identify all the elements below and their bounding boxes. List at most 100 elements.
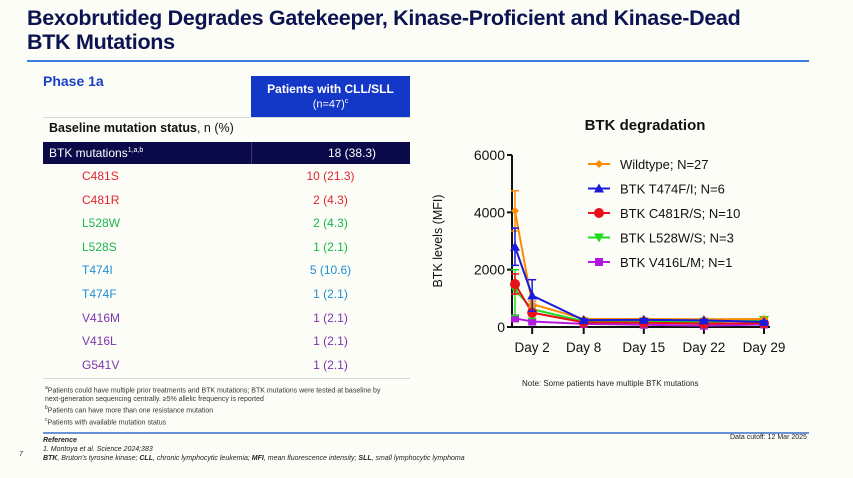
slide-title: Bexobrutideg Degrades Gatekeeper, Kinase… [27,6,827,54]
y-tick-label: 0 [497,319,505,335]
mutation-value: 10 (21.3) [306,169,355,183]
summary-label: BTK mutations1,a,b [49,146,143,160]
abbr-definition: , Bruton’s tyrosine kinase; [57,455,140,462]
abbr-term: BTK [43,455,58,462]
footnote-c: cPatients with available mutation status [45,416,425,428]
mutation-value: 1 (2.1) [313,287,348,301]
mutation-value: 2 (4.3) [313,192,348,207]
mutation-label: G541V [82,357,120,372]
footnote-a: aPatients could have multiple prior trea… [45,384,425,396]
reference-item: 1. Montoya et al. Science 2024;383 [43,446,153,453]
btk-degradation-chart: BTK degradation BTK levels (MFI) 0 2000 4000… [420,100,850,400]
mutation-label: L528S [82,239,117,254]
data-point [638,314,649,324]
mutation-value: 1 (2.1) [313,334,348,349]
mutation-label: T474F [82,287,117,301]
series-line [514,246,765,323]
legend-label: BTK L528W/S; N=3 [620,231,734,246]
abbr-definition: , mean fluorescence intensity; [263,455,359,462]
mutation-value: 5 (10.6) [309,263,352,278]
table-row: C481S 10 (21.3) [43,165,410,188]
reference-heading: Reference [43,436,465,445]
data-point [511,314,519,323]
abbr-term: SLL [358,455,372,462]
chart-title: BTK degradation [585,117,706,134]
abbr-term: CLL [139,455,153,462]
x-tick-label: Day 2 [515,340,550,355]
footnote-a-line2: next-generation sequencing centrally. ≥5… [45,395,264,403]
data-point [510,241,520,251]
x-tick-label: Day 29 [743,340,786,355]
header-n: (n=47) [312,98,345,111]
table-row: L528W 2 (4.3) [43,212,410,235]
footnote-a-sup: a [45,385,48,391]
table-divider [43,117,410,118]
abbr-definition: , chronic lymphocytic leukemia; [152,455,252,462]
table-row: V416M 1 (2.1) [43,307,410,330]
chart-note: Note: Some patients have multiple BTK mu… [522,379,699,388]
y-tick-label: 2000 [474,262,505,278]
legend-marker [594,208,604,218]
x-tick-label: Day 8 [566,340,601,355]
reference-block: Reference 1. Montoya et al. Science 2024… [43,436,465,463]
baseline-label: Baseline mutation status, n (%) [49,121,234,135]
legend-marker [595,258,603,266]
slide-title-line2: BTK Mutations [27,30,175,54]
data-point [578,315,589,325]
data-point [510,279,520,289]
table-row: L528S 1 (2.1) [43,236,410,259]
series-line [514,283,765,325]
footnotes: aPatients could have multiple prior trea… [45,384,425,428]
legend-marker [594,233,604,243]
x-tick-label: Day 22 [683,340,726,355]
y-tick-label: 6000 [474,147,505,163]
abbr-term: MFI [251,455,264,462]
data-point [759,316,769,326]
footnote-b-sup: b [45,405,48,412]
table-header-cell: Patients with CLL/SLL (n=47)c [251,76,410,117]
table-row: T474I 5 (10.6) [43,259,410,282]
header-line2: (n=47)c [251,98,410,111]
data-point [511,206,519,215]
header-line1: Patients with CLL/SLL [267,82,394,96]
table-row: G541V 1 (2.1) [43,354,410,377]
reference-heading-text: Reference [43,437,77,444]
summary-row: BTK mutations1,a,b 18 (38.3) [43,142,410,164]
legend-label: BTK C481R/S; N=10 [620,206,740,221]
summary-value: 18 (38.3) [327,146,377,160]
title-divider [27,60,809,62]
data-cutoff: Data cutoff: 12 Mar 2025 [730,434,807,441]
mutation-label: C481S [82,169,119,183]
legend-label: Wildtype; N=27 [620,157,709,172]
footnote-b: bPatients can have more than one resista… [45,404,425,416]
mutation-value: 1 (2.1) [313,310,348,325]
footnote-b-text: Patients can have more than one resistan… [47,407,214,415]
baseline-label-rest: , n (%) [196,121,234,135]
mutation-value: 2 (4.3) [313,216,348,231]
legend-marker [594,183,604,193]
abbreviations: BTK, Bruton’s tyrosine kinase; CLL, chro… [43,454,465,463]
header-sup: c [344,98,349,105]
phase-label: Phase 1a [43,73,104,89]
baseline-label-bold: Baseline mutation status [49,121,197,135]
mutation-label: V416M [82,310,121,325]
y-axis-label: BTK levels (MFI) [431,194,445,287]
legend-marker [595,160,603,168]
summary-label-text: BTK mutations [49,146,128,160]
footnote-c-text: Patients with available mutation status [47,419,167,427]
legend-label: BTK V416L/M; N=1 [620,255,732,270]
mutation-label: C481R [82,192,120,207]
data-point [528,317,537,326]
table-row: T474F 1 (2.1) [43,283,410,306]
x-tick-label: Day 15 [622,340,665,355]
data-point [527,290,538,300]
mutation-label: L528W [82,216,121,231]
mutation-label: T474I [82,263,113,278]
footnote-c-sup: c [45,417,48,424]
summary-sup: 1,a,b [127,147,144,154]
mutation-value: 1 (2.1) [313,357,348,372]
table-row: V416L 1 (2.1) [43,330,410,353]
footer-divider [43,432,809,434]
y-tick-label: 4000 [474,204,505,220]
mutation-label: V416L [82,334,117,349]
